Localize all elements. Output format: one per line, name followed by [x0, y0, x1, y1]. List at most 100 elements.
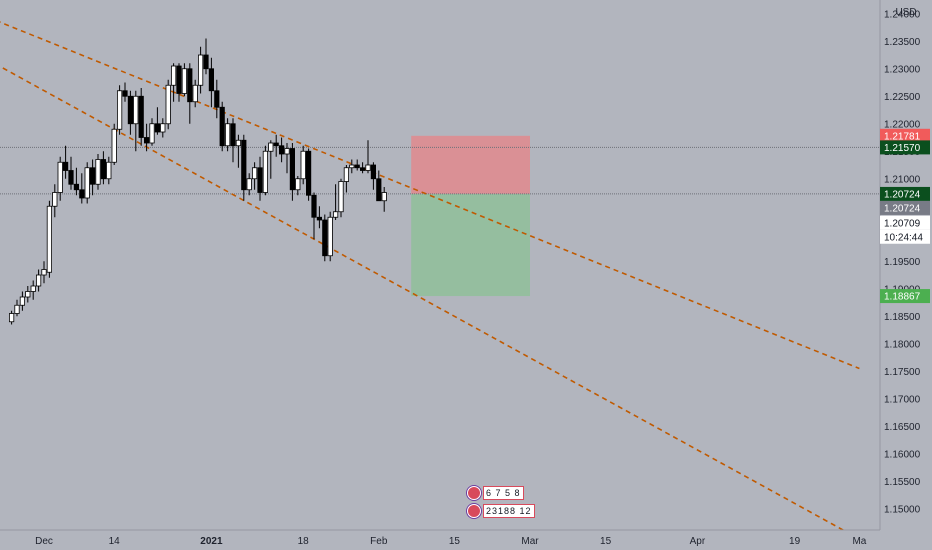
- candle: [68, 156, 74, 190]
- candle-body-up: [8, 313, 15, 323]
- time-tick-label: Mar: [521, 536, 539, 547]
- candle-body-down: [187, 68, 193, 103]
- time-axis[interactable]: [0, 530, 932, 550]
- candle-body-up: [36, 274, 42, 287]
- time-tick-label: 15: [449, 536, 461, 547]
- price-tag-label: 1.20724: [884, 203, 921, 214]
- candle-body-up: [381, 192, 387, 202]
- candle-body-up: [149, 123, 155, 144]
- candle: [95, 154, 101, 190]
- economic-events[interactable]: 6 7 5 8 23188 12: [467, 485, 537, 525]
- event-marker-bottom[interactable]: 23188 12: [467, 503, 535, 519]
- time-tick-label: Apr: [690, 536, 706, 547]
- candle-body-down: [143, 137, 150, 144]
- flag-icon: [467, 504, 481, 518]
- candle: [46, 200, 53, 278]
- stop-loss-zone[interactable]: [411, 135, 530, 194]
- price-tick-label: 1.23500: [884, 37, 921, 48]
- candle: [343, 165, 350, 193]
- time-tick-label: Feb: [370, 536, 388, 547]
- candle: [224, 118, 231, 152]
- candle-body-down: [316, 216, 323, 221]
- price-tag-label: 1.21781: [884, 131, 921, 142]
- candle: [149, 118, 155, 146]
- candle-body-down: [138, 95, 144, 138]
- candle-body-up: [170, 65, 177, 86]
- price-tick-label: 1.24000: [884, 9, 921, 20]
- price-tag-label: 1.18867: [884, 292, 921, 303]
- candle-body-up: [165, 84, 171, 125]
- candle: [370, 162, 377, 190]
- candle-body-down: [289, 148, 296, 191]
- trendline-1[interactable]: [0, 55, 860, 540]
- candle: [160, 118, 166, 138]
- candle: [365, 140, 371, 174]
- candle: [90, 159, 96, 196]
- candle: [268, 140, 274, 179]
- candle-body-up: [295, 178, 301, 191]
- candle: [203, 38, 209, 75]
- candle: [230, 118, 236, 163]
- candle-body-up: [14, 304, 20, 314]
- candle: [284, 143, 290, 174]
- candle-body-up: [46, 205, 53, 273]
- candle-body-up: [30, 285, 36, 292]
- candle-body-down: [63, 161, 69, 171]
- price-tick-label: 1.15500: [884, 477, 921, 488]
- candle: [8, 310, 15, 325]
- price-tag-label: 1.20724: [884, 189, 921, 200]
- candle-body-down: [79, 189, 85, 199]
- event-marker-top[interactable]: 6 7 5 8: [467, 485, 524, 501]
- candle: [138, 88, 144, 146]
- candle-body-up: [246, 178, 252, 191]
- time-tick-label: 15: [600, 536, 612, 547]
- candle-body-up: [192, 84, 198, 103]
- price-tick-label: 1.23000: [884, 64, 921, 75]
- candle: [208, 57, 214, 108]
- candle: [122, 82, 128, 102]
- candle-body-down: [176, 65, 182, 94]
- candle: [235, 134, 241, 168]
- price-tag: 1.21570: [880, 140, 930, 155]
- candle: [133, 90, 139, 152]
- candle: [332, 184, 339, 220]
- candle: [19, 291, 26, 311]
- price-axis[interactable]: [880, 0, 932, 550]
- candle-body-up: [284, 148, 290, 155]
- candle: [143, 123, 150, 152]
- candle: [57, 156, 63, 201]
- candles: [8, 38, 387, 325]
- candle-body-down: [305, 150, 312, 196]
- time-tick-label: Dec: [35, 536, 53, 547]
- price-tick-label: 1.17500: [884, 367, 921, 378]
- candle-body-up: [349, 164, 355, 169]
- candle-body-down: [208, 68, 214, 92]
- candle-body-down: [214, 90, 220, 108]
- candle: [359, 162, 366, 174]
- candle: [127, 90, 133, 135]
- candle-body-down: [230, 123, 236, 147]
- price-tag: 1.21781: [880, 128, 930, 143]
- price-tick-label: 1.22500: [884, 92, 921, 103]
- candle-body-down: [90, 167, 96, 185]
- candle: [305, 148, 312, 201]
- candle-body-up: [106, 161, 112, 180]
- candle-body-down: [311, 194, 317, 218]
- candle-body-up: [338, 181, 344, 213]
- candle: [154, 107, 160, 135]
- candle-body-down: [273, 142, 279, 147]
- price-tag-bg: [880, 128, 930, 143]
- take-profit-zone[interactable]: [411, 193, 530, 297]
- price-tag-label: 1.21570: [884, 143, 921, 154]
- candle-body-up: [365, 164, 371, 171]
- candle-body-up: [25, 291, 31, 298]
- candle-body-down: [322, 219, 328, 257]
- price-tag: 1.20724: [880, 186, 930, 201]
- candle: [219, 101, 225, 152]
- candle-body-up: [224, 123, 231, 147]
- candle: [327, 211, 333, 262]
- price-tick-label: 1.22000: [884, 119, 921, 130]
- price-tag-bg: [880, 215, 930, 230]
